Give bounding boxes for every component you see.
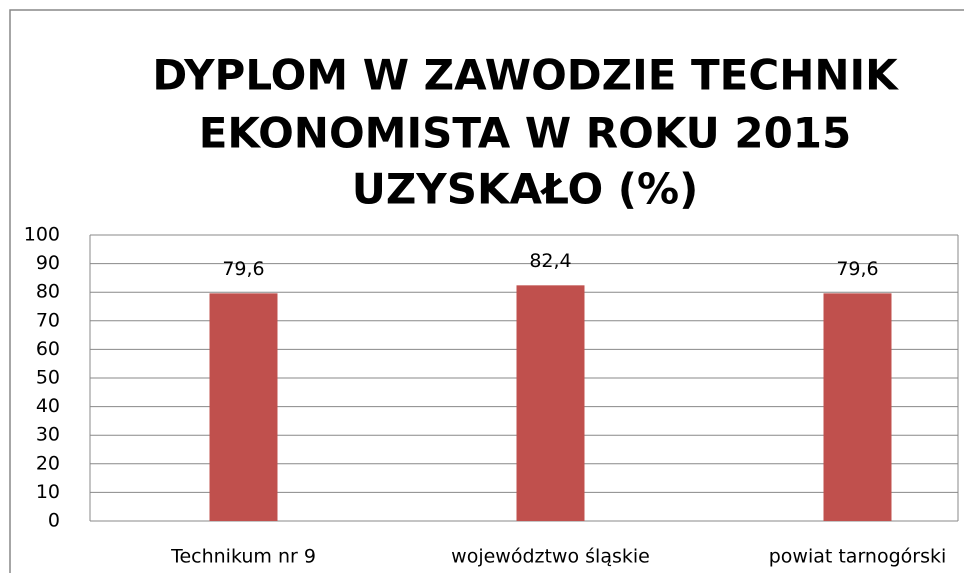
bar bbox=[823, 293, 892, 521]
bar bbox=[516, 285, 585, 521]
value-label: 82,4 bbox=[529, 250, 571, 272]
chart-title: EKONOMISTA W ROKU 2015 bbox=[199, 109, 852, 158]
value-label: 79,6 bbox=[836, 258, 878, 280]
chart-frame bbox=[9, 9, 964, 573]
value-label: 79,6 bbox=[222, 258, 264, 280]
chart-title: DYPLOM W ZAWODZIE TECHNIK bbox=[152, 51, 899, 100]
x-tick-label: powiat tarnogórski bbox=[769, 546, 947, 568]
x-tick-label: Technikum nr 9 bbox=[170, 546, 316, 568]
x-tick-label: województwo śląskie bbox=[451, 546, 650, 568]
bar bbox=[209, 293, 278, 521]
y-tick-label: 90 bbox=[36, 252, 60, 274]
y-tick-label: 40 bbox=[36, 395, 60, 417]
y-tick-label: 0 bbox=[48, 510, 60, 532]
y-tick-label: 30 bbox=[36, 424, 60, 446]
y-tick-label: 100 bbox=[24, 224, 60, 246]
y-tick-label: 60 bbox=[36, 338, 60, 360]
y-tick-label: 20 bbox=[36, 452, 60, 474]
chart-title: UZYSKAŁO (%) bbox=[352, 165, 699, 214]
y-tick-label: 80 bbox=[36, 281, 60, 303]
y-tick-label: 10 bbox=[36, 481, 60, 503]
y-tick-label: 50 bbox=[36, 367, 60, 389]
y-tick-label: 70 bbox=[36, 309, 60, 331]
